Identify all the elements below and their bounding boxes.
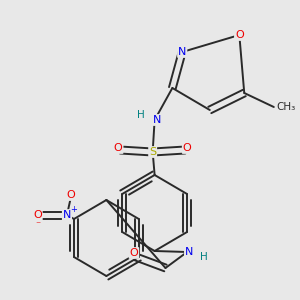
Text: O: O — [130, 248, 138, 258]
Text: +: + — [70, 205, 77, 214]
Text: O: O — [33, 210, 42, 220]
Text: H: H — [137, 110, 145, 120]
Text: H: H — [200, 252, 208, 262]
Text: ⁻: ⁻ — [35, 220, 40, 230]
Text: O: O — [183, 143, 191, 153]
Text: N: N — [185, 247, 193, 257]
Text: O: O — [67, 190, 75, 200]
Text: N: N — [178, 47, 186, 57]
Text: N: N — [152, 115, 161, 125]
Text: CH₃: CH₃ — [277, 102, 296, 112]
Text: S: S — [149, 147, 156, 157]
Text: N: N — [63, 210, 71, 220]
Text: O: O — [235, 30, 244, 40]
Text: O: O — [114, 143, 123, 153]
